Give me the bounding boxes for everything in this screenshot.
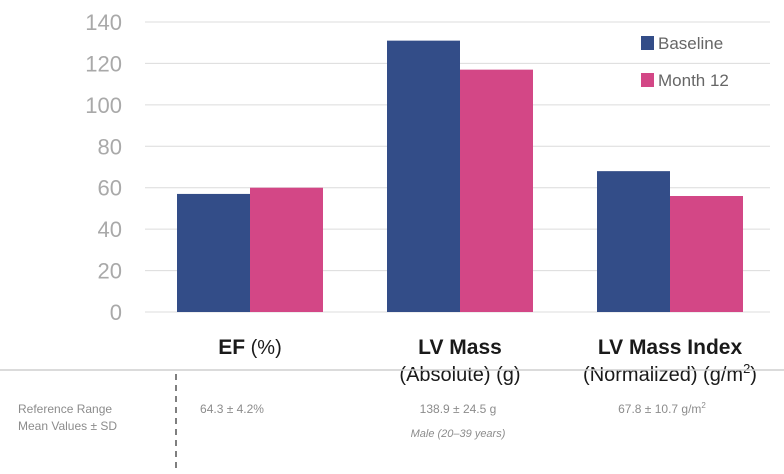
legend-swatch [641, 73, 654, 87]
reference-value: 138.9 ± 24.5 g [420, 402, 497, 416]
category-label: EF (%) [218, 336, 282, 359]
y-tick-label: 140 [85, 10, 122, 35]
legend-label: Month 12 [658, 71, 729, 90]
y-tick-label: 100 [85, 93, 122, 118]
reference-note: Male (20–39 years) [411, 428, 506, 440]
reference-label-line1: Reference Range [18, 402, 112, 416]
category-sublabel: (Normalized) (g/m2) [583, 361, 757, 386]
category-sublabel: (Absolute) (g) [399, 364, 520, 386]
reference-value-main: 67.8 ± 10.7 g/m [618, 402, 701, 416]
category-label-bold: EF [218, 336, 245, 359]
reference-value: 64.3 ± 4.2% [200, 402, 264, 416]
reference-value-main: 64.3 ± 4.2% [200, 402, 264, 416]
category-label: LV Mass [418, 336, 502, 359]
category-sublabel-main: (Normalized) (g/m [583, 364, 743, 386]
bar-month-12 [460, 69, 533, 313]
bar-month-12 [670, 196, 743, 312]
bar-baseline [387, 40, 460, 313]
y-tick-label: 0 [110, 300, 122, 325]
y-tick-label: 80 [98, 134, 122, 159]
y-tick-label: 40 [98, 217, 122, 242]
category-sublabel-main: (Absolute) (g) [399, 364, 520, 386]
reference-value-main: 138.9 ± 24.5 g [420, 402, 497, 416]
reference-table: Reference Range Mean Values ± SD 64.3 ± … [0, 369, 784, 470]
category-label-bold: LV Mass [418, 336, 502, 359]
bar-baseline [177, 193, 250, 312]
bar-baseline [597, 171, 670, 312]
y-tick-label: 120 [85, 51, 122, 76]
bars [177, 40, 743, 313]
reference-value-sup: 2 [701, 401, 706, 410]
category-label: LV Mass Index [598, 336, 743, 359]
category-sublabel-tail: ) [750, 364, 757, 386]
legend: Baseline Month 12 [641, 34, 729, 90]
y-axis-ticks: 0 20 40 60 80 100 120 140 [85, 10, 122, 325]
category-sublabel-sup: 2 [743, 361, 750, 376]
reference-value: 67.8 ± 10.7 g/m2 [618, 401, 706, 416]
bar-month-12 [250, 187, 323, 312]
reference-label-line2: Mean Values ± SD [18, 419, 117, 433]
legend-swatch [641, 36, 654, 50]
y-tick-label: 60 [98, 176, 122, 201]
category-label-rest: (%) [245, 337, 282, 359]
y-tick-label: 20 [98, 259, 122, 284]
legend-label: Baseline [658, 34, 723, 53]
category-labels: EF (%) LV Mass (Absolute) (g) LV Mass Index… [218, 336, 757, 386]
category-label-bold: LV Mass Index [598, 336, 743, 359]
